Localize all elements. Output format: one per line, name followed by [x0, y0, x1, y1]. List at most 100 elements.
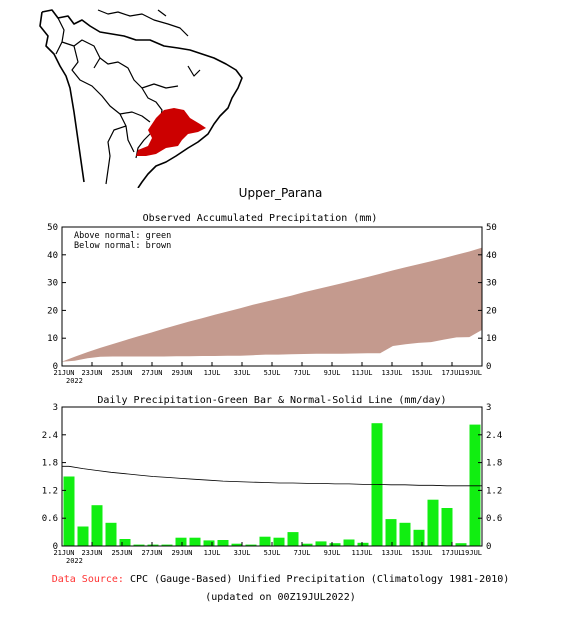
- x-tick-label: 19JUL: [461, 549, 482, 557]
- y-tick-label-left: 1.8: [42, 459, 58, 469]
- daily-bar: [133, 544, 145, 546]
- daily-bar: [455, 543, 467, 546]
- daily-bar: [231, 543, 243, 546]
- x-tick-label: 7JUL: [294, 369, 311, 377]
- x-tick-label: 19JUL: [461, 369, 482, 377]
- region-name: Upper_Parana: [238, 186, 323, 200]
- y-tick-label-right: 1.2: [486, 486, 502, 496]
- x-tick-label: 7JUL: [294, 549, 311, 557]
- y-tick-label-right: 50: [486, 223, 497, 233]
- source-label: Data Source:: [51, 574, 124, 585]
- x-tick-label: 25JUN: [111, 549, 132, 557]
- daily-bar: [105, 522, 117, 546]
- daily-plot-frame: [61, 406, 483, 547]
- y-tick-label-left: 1.2: [42, 486, 58, 496]
- x-tick-label: 15JUL: [411, 549, 432, 557]
- x-tick-label: 21JUN: [53, 369, 74, 377]
- y-tick-label-left: 3: [53, 403, 58, 413]
- x-tick-label: 5JUL: [264, 549, 281, 557]
- y-tick-label-left: 20: [47, 306, 58, 316]
- x-tick-label: 23JUN: [81, 369, 102, 377]
- y-tick-label-left: 30: [47, 279, 58, 289]
- x-tick-label: 27JUN: [141, 549, 162, 557]
- x-tick-label: 23JUN: [81, 549, 102, 557]
- x-tick-label: 29JUN: [171, 549, 192, 557]
- daily-chart-title: Daily Precipitation-Green Bar & Normal-S…: [97, 395, 446, 406]
- continent-west-coast: [39, 11, 85, 183]
- daily-bars-group: [63, 423, 481, 546]
- daily-bar: [147, 544, 159, 546]
- y-tick-label-left: 10: [47, 334, 58, 344]
- daily-bar: [343, 539, 355, 546]
- footer-source: Data Source: CPC (Gauge-Based) Unified P…: [0, 574, 561, 585]
- daily-axes: 0 0 0.6 0.6 1.2 1.2 1.8 1.8 2.4 2.4 3 3 21JUN 23JUN 25…: [42, 403, 503, 565]
- source-text: CPC (Gauge-Based) Unified Precipitation …: [129, 574, 510, 585]
- x-tick-label: 9JUL: [324, 369, 341, 377]
- y-tick-label-right: 0: [486, 362, 491, 372]
- y-tick-label-right: 40: [486, 251, 497, 261]
- x-tick-label: 3JUL: [234, 549, 251, 557]
- daily-bar: [441, 508, 453, 546]
- accum-axes: 0 0 10 10 20 20 30 30 40 40 50 50 21JUN 23JUN 25JUN 27J…: [47, 223, 497, 385]
- daily-bar: [217, 540, 229, 546]
- daily-bar: [161, 544, 173, 546]
- x-tick-label: 17JUL: [441, 549, 462, 557]
- daily-bar: [399, 522, 411, 546]
- y-tick-label-left: 0: [53, 362, 58, 372]
- y-tick-label-right: 3: [486, 403, 491, 413]
- daily-bar: [427, 499, 439, 546]
- y-tick-label-left: 50: [47, 223, 58, 233]
- y-tick-label-right: 20: [486, 306, 497, 316]
- accum-legend-below: Below normal: brown: [74, 241, 171, 251]
- accum-chart-title: Observed Accumulated Precipitation (mm): [143, 213, 378, 224]
- x-tick-label: 11JUL: [351, 549, 372, 557]
- daily-bar: [175, 537, 187, 546]
- south-america-map: [39, 9, 243, 188]
- daily-bar: [273, 537, 285, 546]
- daily-bar: [287, 532, 299, 546]
- x-year-label: 2022: [66, 557, 83, 565]
- x-tick-label: 27JUN: [141, 369, 162, 377]
- coast-detail: [97, 9, 189, 37]
- accum-legend-above: Above normal: green: [74, 231, 171, 241]
- daily-bar: [245, 544, 257, 546]
- x-tick-label: 1JUL: [204, 549, 221, 557]
- x-tick-label: 21JUN: [53, 549, 74, 557]
- y-tick-label-right: 2.4: [486, 431, 502, 441]
- x-tick-label: 13JUL: [381, 549, 402, 557]
- daily-bar: [91, 505, 103, 546]
- y-tick-label-right: 0: [486, 542, 491, 552]
- daily-bar: [329, 543, 341, 546]
- y-tick-label-right: 30: [486, 279, 497, 289]
- daily-bar: [259, 536, 271, 546]
- x-tick-label: 13JUL: [381, 369, 402, 377]
- daily-bar: [385, 519, 397, 546]
- accum-area-group: [62, 247, 482, 362]
- x-tick-label: 3JUL: [234, 369, 251, 377]
- x-tick-label: 25JUN: [111, 369, 132, 377]
- continent-outline: [41, 9, 243, 188]
- x-tick-label: 29JUN: [171, 369, 192, 377]
- daily-bar: [301, 543, 313, 546]
- daily-bar: [357, 542, 369, 546]
- x-tick-label: 11JUL: [351, 369, 372, 377]
- daily-bar: [203, 540, 215, 546]
- daily-bar: [77, 526, 89, 546]
- y-tick-label-right: 1.8: [486, 459, 502, 469]
- x-tick-label: 17JUL: [441, 369, 462, 377]
- daily-bar: [63, 476, 75, 546]
- footer-updated: (updated on 00Z19JUL2022): [205, 592, 356, 603]
- y-tick-label-left: 0.6: [42, 514, 58, 524]
- x-year-label: 2022: [66, 377, 83, 385]
- y-tick-label-right: 10: [486, 334, 497, 344]
- y-tick-label-right: 0.6: [486, 514, 502, 524]
- x-tick-label: 9JUL: [324, 549, 341, 557]
- y-tick-label-left: 2.4: [42, 431, 58, 441]
- x-tick-label: 1JUL: [204, 369, 221, 377]
- daily-bar: [413, 529, 425, 546]
- daily-bar: [119, 539, 131, 546]
- y-tick-label-left: 40: [47, 251, 58, 261]
- below-normal-area: [62, 247, 482, 362]
- y-tick-label-left: 0: [53, 542, 58, 552]
